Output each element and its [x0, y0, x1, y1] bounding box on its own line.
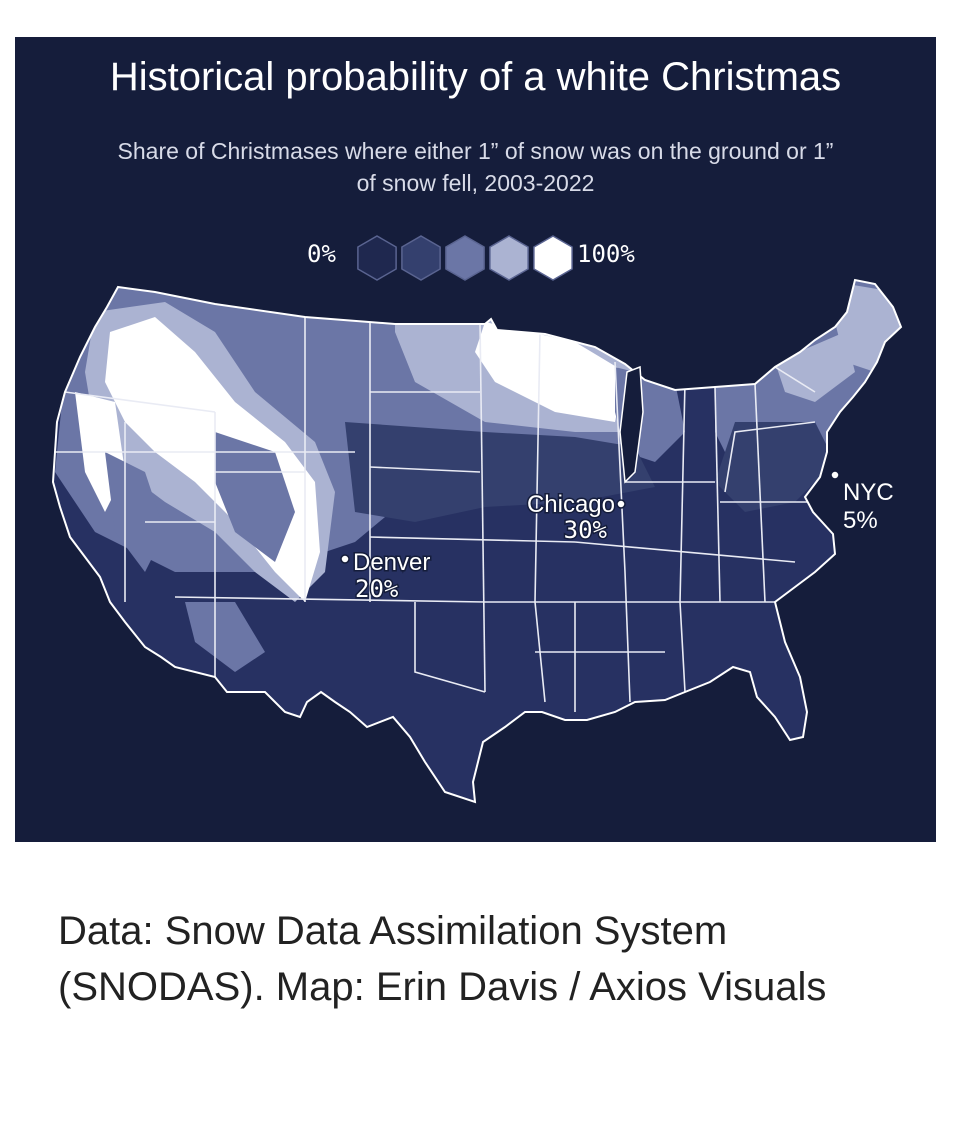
state-borders [55, 317, 825, 712]
legend-hex-2 [445, 235, 485, 281]
legend-hex-1 [401, 235, 441, 281]
legend-hex-4 [533, 235, 573, 281]
legend-hexagons [357, 235, 573, 281]
snow-probability-bands [55, 280, 901, 672]
denver-marker [340, 554, 350, 564]
map-title: Historical probability of a white Christ… [109, 55, 842, 99]
legend-hex-3 [489, 235, 529, 281]
source-note: Data: Snow Data Assimilation System (SNO… [58, 909, 827, 1009]
city-chicago: Chicago 30% [525, 490, 626, 546]
denver-name: Denver [353, 549, 430, 576]
us-snow-map: Chicago 30% Denver 20% NYC 5% [51, 278, 903, 804]
us-outline [51, 278, 903, 804]
legend-min-label: 0% [307, 240, 336, 268]
nyc-name: NYC [843, 479, 894, 506]
map-subtitle: Share of Christmases where either 1” of … [117, 138, 834, 196]
denver-value: 20% [355, 575, 399, 603]
chicago-value: 30% [564, 516, 608, 544]
chicago-name: Chicago [527, 491, 615, 518]
nyc-value: 5% [843, 507, 878, 534]
city-denver: Denver 20% [340, 548, 432, 605]
city-nyc: NYC 5% [830, 470, 895, 536]
legend-max-label: 100% [577, 240, 635, 268]
lake-michigan [619, 365, 644, 484]
nyc-marker [830, 470, 840, 480]
legend-hex-0 [357, 235, 397, 281]
map-panel: Historical probability of a white Christ… [15, 37, 936, 842]
chicago-marker [616, 499, 626, 509]
